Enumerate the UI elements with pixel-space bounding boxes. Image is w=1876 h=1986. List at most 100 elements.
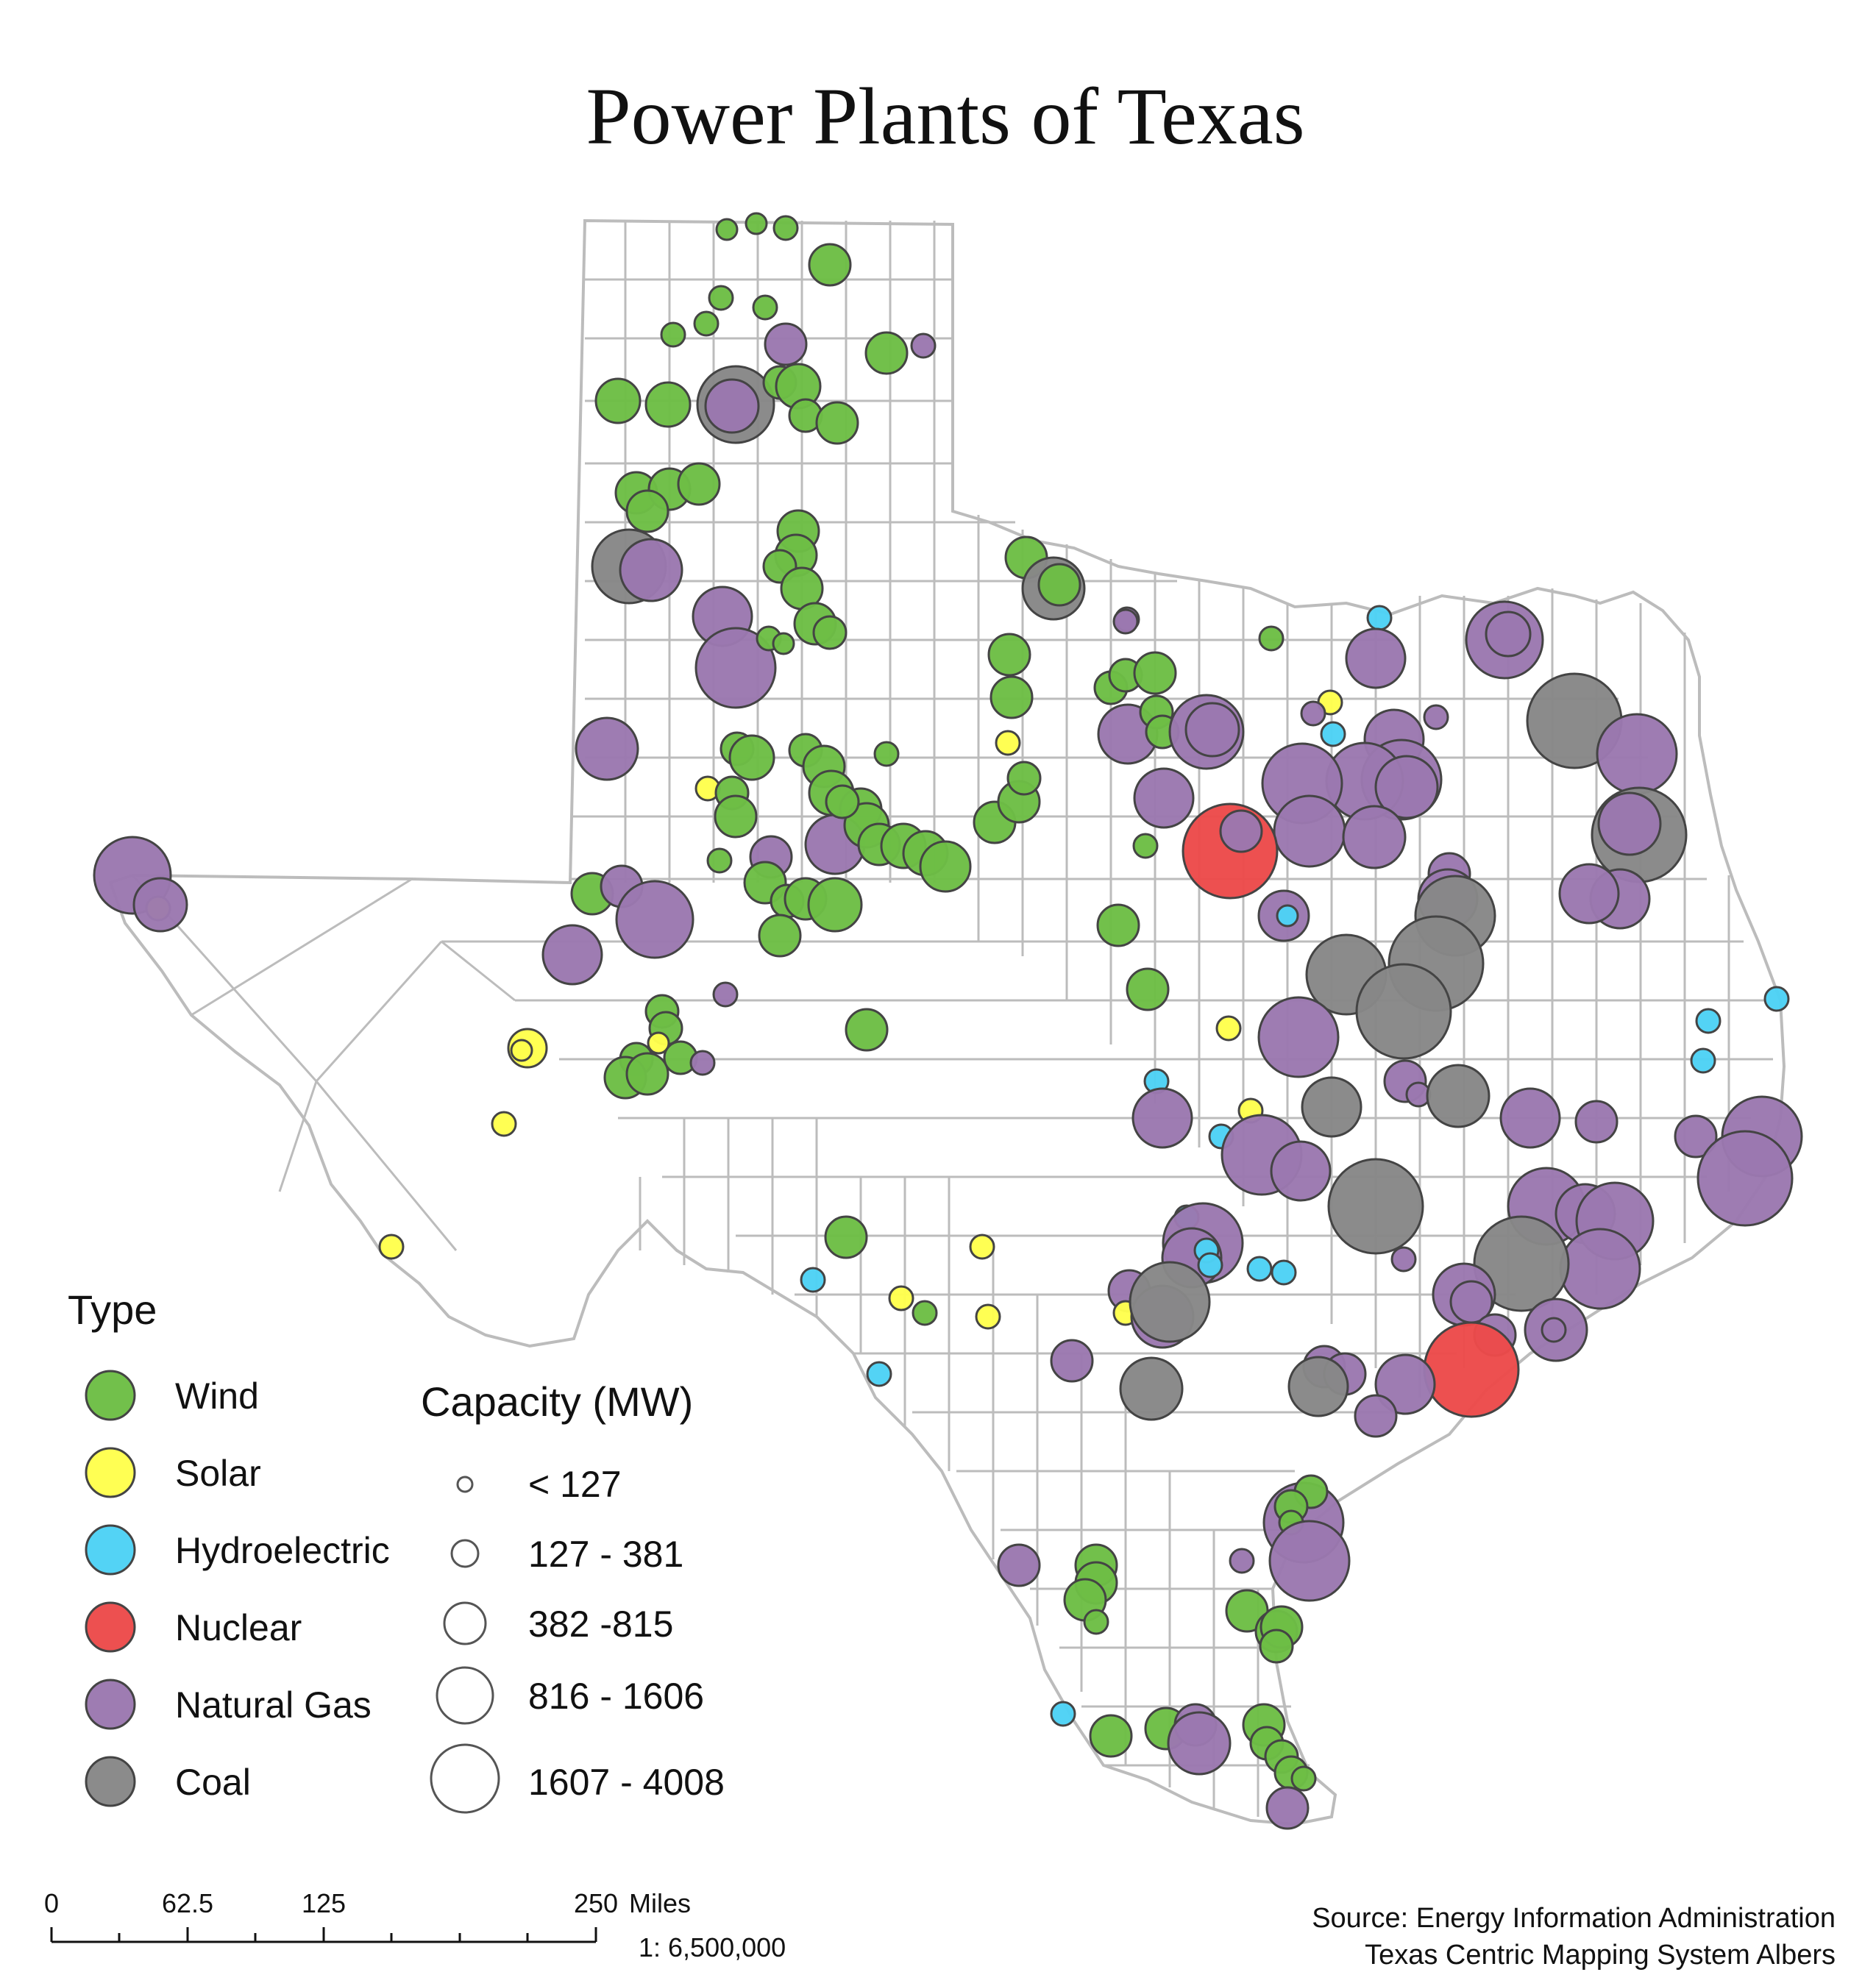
plant-marker-gas[interactable] xyxy=(615,880,694,959)
plant-marker-gas[interactable] xyxy=(1342,805,1407,869)
plant-marker-wind[interactable] xyxy=(824,1215,868,1259)
plant-marker-solar[interactable] xyxy=(888,1285,914,1311)
plant-marker-coal[interactable] xyxy=(1301,1076,1362,1138)
plant-marker-wind[interactable] xyxy=(845,1008,889,1052)
plant-marker-gas[interactable] xyxy=(1300,700,1326,727)
plant-marker-wind[interactable] xyxy=(987,633,1031,677)
plant-marker-wind[interactable] xyxy=(1132,833,1159,859)
plant-marker-wind[interactable] xyxy=(772,632,795,655)
plant-marker-gas[interactable] xyxy=(132,877,188,933)
plant-marker-solar[interactable] xyxy=(969,1234,995,1260)
plant-marker-gas[interactable] xyxy=(1112,608,1139,635)
plant-marker-gas[interactable] xyxy=(1374,1353,1436,1415)
plant-marker-gas[interactable] xyxy=(1184,702,1240,758)
plant-marker-wind[interactable] xyxy=(1089,1714,1133,1758)
plant-marker-nuclear[interactable] xyxy=(1423,1321,1520,1418)
plant-marker-wind[interactable] xyxy=(1096,903,1140,947)
plant-marker-wind[interactable] xyxy=(677,462,721,506)
plant-marker-coal[interactable] xyxy=(1119,1356,1184,1421)
plant-marker-gas[interactable] xyxy=(1219,809,1263,853)
plant-marker-hydro[interactable] xyxy=(1366,605,1393,631)
plant-marker-hydro[interactable] xyxy=(866,1361,892,1387)
plant-marker-gas[interactable] xyxy=(704,378,760,434)
plant-marker-gas[interactable] xyxy=(1696,1130,1794,1227)
plant-marker-hydro[interactable] xyxy=(1271,1259,1297,1286)
plant-marker-gas[interactable] xyxy=(1131,1087,1193,1149)
plant-marker-solar[interactable] xyxy=(995,730,1021,756)
plant-marker-coal[interactable] xyxy=(1327,1158,1424,1255)
plant-marker-wind[interactable] xyxy=(714,794,758,839)
plant-marker-gas[interactable] xyxy=(1265,1786,1310,1830)
plant-marker-gas[interactable] xyxy=(1423,704,1449,730)
plant-marker-solar[interactable] xyxy=(1215,1015,1242,1042)
plant-marker-wind[interactable] xyxy=(1037,563,1081,607)
plant-marker-wind[interactable] xyxy=(807,877,863,933)
plant-marker-gas[interactable] xyxy=(1374,755,1439,819)
plant-marker-gas[interactable] xyxy=(910,332,937,359)
plant-marker-coal[interactable] xyxy=(1355,963,1452,1060)
plant-marker-wind[interactable] xyxy=(808,243,852,287)
plant-marker-gas[interactable] xyxy=(1485,611,1532,658)
plant-marker-solar[interactable] xyxy=(647,1031,670,1055)
plant-marker-wind[interactable] xyxy=(912,1300,938,1326)
plant-marker-gas[interactable] xyxy=(1273,794,1346,868)
plant-marker-solar[interactable] xyxy=(510,1039,533,1062)
plant-marker-gas[interactable] xyxy=(1597,791,1662,856)
plant-marker-coal[interactable] xyxy=(1426,1064,1491,1128)
plant-marker-hydro[interactable] xyxy=(800,1267,826,1293)
plant-marker-hydro[interactable] xyxy=(1695,1008,1722,1034)
plant-marker-coal[interactable] xyxy=(1287,1356,1349,1417)
plant-marker-gas[interactable] xyxy=(764,322,808,366)
plant-marker-solar[interactable] xyxy=(975,1303,1001,1330)
plant-marker-solar[interactable] xyxy=(491,1111,517,1137)
plant-marker-gas[interactable] xyxy=(712,981,739,1008)
plant-marker-wind[interactable] xyxy=(752,294,778,321)
plant-marker-wind[interactable] xyxy=(1083,1609,1109,1635)
plant-marker-hydro[interactable] xyxy=(1197,1252,1223,1278)
plant-marker-wind[interactable] xyxy=(745,212,768,235)
plant-marker-gas[interactable] xyxy=(1268,1520,1351,1602)
plant-marker-gas[interactable] xyxy=(575,716,639,781)
plant-marker-wind[interactable] xyxy=(1133,651,1177,695)
plant-marker-coal[interactable] xyxy=(1473,1215,1570,1312)
plant-marker-gas[interactable] xyxy=(1559,1228,1641,1310)
plant-marker-solar[interactable] xyxy=(378,1234,405,1260)
plant-marker-gas[interactable] xyxy=(1354,1394,1398,1438)
plant-marker-gas[interactable] xyxy=(1574,1100,1619,1144)
plant-marker-wind[interactable] xyxy=(812,615,848,650)
plant-marker-wind[interactable] xyxy=(815,401,859,445)
plant-marker-wind[interactable] xyxy=(1006,761,1042,796)
plant-marker-gas[interactable] xyxy=(1558,863,1620,925)
plant-marker-wind[interactable] xyxy=(728,734,775,781)
plant-marker-hydro[interactable] xyxy=(1050,1701,1076,1727)
plant-marker-hydro[interactable] xyxy=(1246,1256,1273,1282)
plant-marker-gas[interactable] xyxy=(1257,996,1340,1078)
plant-marker-wind[interactable] xyxy=(1290,1765,1317,1792)
plant-marker-wind[interactable] xyxy=(825,784,860,819)
plant-marker-gas[interactable] xyxy=(1050,1339,1094,1383)
plant-marker-hydro[interactable] xyxy=(1276,904,1299,928)
plant-marker-gas[interactable] xyxy=(1541,1317,1567,1343)
plant-marker-wind[interactable] xyxy=(758,914,802,958)
plant-marker-gas[interactable] xyxy=(1270,1140,1332,1202)
plant-marker-gas[interactable] xyxy=(997,1543,1041,1587)
plant-marker-wind[interactable] xyxy=(715,218,739,241)
plant-marker-wind[interactable] xyxy=(625,1052,669,1096)
plant-marker-wind[interactable] xyxy=(708,285,734,311)
plant-marker-gas[interactable] xyxy=(1167,1711,1232,1776)
plant-marker-gas[interactable] xyxy=(541,924,603,986)
plant-marker-gas[interactable] xyxy=(1229,1548,1255,1574)
plant-marker-wind[interactable] xyxy=(989,675,1034,719)
plant-marker-gas[interactable] xyxy=(1390,1246,1417,1273)
plant-marker-gas[interactable] xyxy=(1499,1087,1561,1149)
plant-marker-hydro[interactable] xyxy=(1690,1047,1716,1074)
plant-marker-coal[interactable] xyxy=(1129,1261,1211,1343)
plant-marker-wind[interactable] xyxy=(660,321,686,348)
plant-marker-wind[interactable] xyxy=(644,381,692,428)
plant-marker-gas[interactable] xyxy=(694,627,777,709)
plant-marker-gas[interactable] xyxy=(1133,767,1195,829)
plant-marker-gas[interactable] xyxy=(619,538,683,602)
plant-marker-wind[interactable] xyxy=(594,377,642,424)
plant-marker-wind[interactable] xyxy=(625,489,669,533)
plant-marker-hydro[interactable] xyxy=(1320,721,1346,747)
